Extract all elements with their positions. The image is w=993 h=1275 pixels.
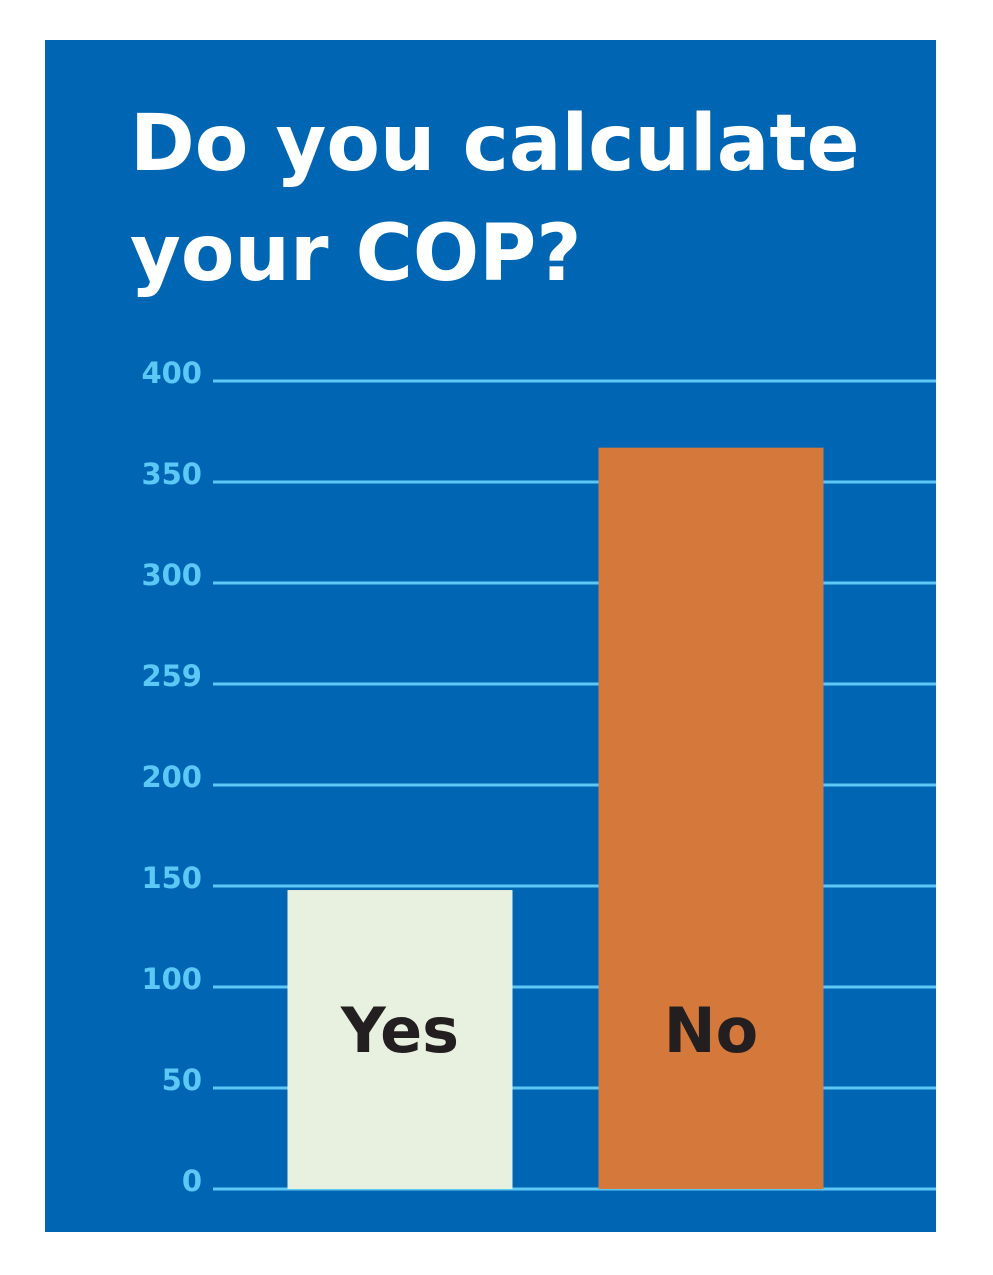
category-label: No xyxy=(664,994,758,1067)
y-tick-label: 259 xyxy=(141,659,202,693)
y-tick-label: 0 xyxy=(182,1164,202,1198)
chart-title: Do you calculate xyxy=(130,99,860,189)
category-label: Yes xyxy=(340,994,459,1067)
y-tick-label: 350 xyxy=(141,457,202,491)
y-tick-label: 100 xyxy=(141,962,202,996)
bar xyxy=(287,890,513,1189)
bar xyxy=(598,447,824,1189)
y-tick-label: 150 xyxy=(141,861,202,895)
y-tick-label: 300 xyxy=(141,558,202,592)
y-tick-label: 400 xyxy=(141,356,202,390)
y-tick-label: 50 xyxy=(162,1063,202,1097)
chart-title: your COP? xyxy=(130,209,582,299)
y-tick-label: 200 xyxy=(141,760,202,794)
